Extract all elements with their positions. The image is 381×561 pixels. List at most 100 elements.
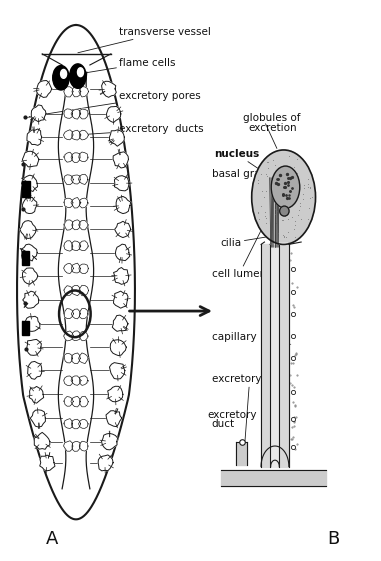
Polygon shape [78,420,88,429]
Polygon shape [109,362,125,379]
Polygon shape [27,339,42,355]
Text: cilia: cilia [221,236,272,248]
Polygon shape [64,198,73,208]
Polygon shape [34,433,50,449]
Circle shape [252,150,315,245]
Polygon shape [79,441,88,451]
Polygon shape [72,286,80,296]
Polygon shape [279,245,289,467]
Polygon shape [109,130,124,146]
Polygon shape [71,109,81,119]
Polygon shape [71,153,80,163]
Polygon shape [108,387,123,402]
Polygon shape [102,81,116,97]
Polygon shape [64,353,72,363]
Polygon shape [114,291,128,308]
Polygon shape [23,291,39,308]
Text: excretory  ducts: excretory ducts [76,125,204,135]
Polygon shape [261,446,289,467]
Polygon shape [72,331,80,341]
Polygon shape [22,197,37,214]
Ellipse shape [280,206,289,216]
Polygon shape [106,411,122,427]
Polygon shape [114,268,129,284]
Polygon shape [22,268,38,284]
Polygon shape [261,245,270,467]
Polygon shape [106,107,121,122]
Polygon shape [71,197,81,208]
Polygon shape [64,87,73,97]
Polygon shape [21,175,38,191]
Circle shape [77,68,83,77]
Polygon shape [17,25,135,519]
Polygon shape [79,332,88,341]
Text: duct: duct [211,419,235,429]
Text: excretory pore: excretory pore [211,374,288,442]
Polygon shape [79,130,88,140]
Polygon shape [64,220,73,230]
Bar [22,321,29,335]
Polygon shape [64,397,73,406]
Polygon shape [79,86,88,97]
Polygon shape [72,442,80,451]
Polygon shape [221,471,326,486]
Polygon shape [71,175,80,184]
Polygon shape [79,152,88,162]
Polygon shape [64,286,73,295]
Polygon shape [236,443,247,465]
Polygon shape [72,419,81,429]
Polygon shape [79,264,88,274]
Polygon shape [113,152,128,168]
Text: excretory: excretory [207,410,256,420]
Bar [22,251,29,265]
Polygon shape [78,286,88,296]
Text: capillary  duct: capillary duct [212,332,291,344]
Polygon shape [64,441,73,451]
Polygon shape [79,241,88,251]
Circle shape [53,66,69,90]
Polygon shape [27,129,42,145]
Polygon shape [72,353,80,364]
Text: nucleus: nucleus [214,149,282,185]
Circle shape [271,166,300,208]
Polygon shape [71,376,81,385]
Bar [22,181,30,196]
Polygon shape [270,243,288,245]
Text: basal granule: basal granule [211,169,283,209]
Polygon shape [64,263,74,273]
Polygon shape [115,244,130,261]
Text: excretory pores: excretory pores [29,91,201,117]
Polygon shape [79,376,88,385]
Polygon shape [64,109,72,118]
Polygon shape [115,221,131,237]
Polygon shape [64,152,72,162]
Polygon shape [37,81,52,98]
Polygon shape [64,175,73,185]
Polygon shape [22,151,39,167]
Polygon shape [29,387,44,403]
Polygon shape [64,419,72,429]
Polygon shape [30,410,45,427]
Polygon shape [110,340,126,356]
Polygon shape [116,196,131,214]
Polygon shape [80,198,88,208]
Text: A: A [45,530,58,548]
Text: globules of: globules of [243,113,301,123]
Polygon shape [79,396,88,407]
Polygon shape [64,376,73,386]
Polygon shape [72,220,80,230]
Polygon shape [71,309,80,319]
Polygon shape [72,241,81,251]
Polygon shape [112,315,128,332]
Text: excretion: excretion [249,123,297,133]
Polygon shape [64,331,74,341]
Polygon shape [31,105,46,122]
Circle shape [61,70,67,79]
Polygon shape [114,176,129,191]
Text: flame cells: flame cells [72,58,176,75]
Polygon shape [102,434,118,450]
Polygon shape [98,455,113,471]
Polygon shape [64,241,73,251]
Polygon shape [64,130,73,140]
Polygon shape [21,244,37,261]
